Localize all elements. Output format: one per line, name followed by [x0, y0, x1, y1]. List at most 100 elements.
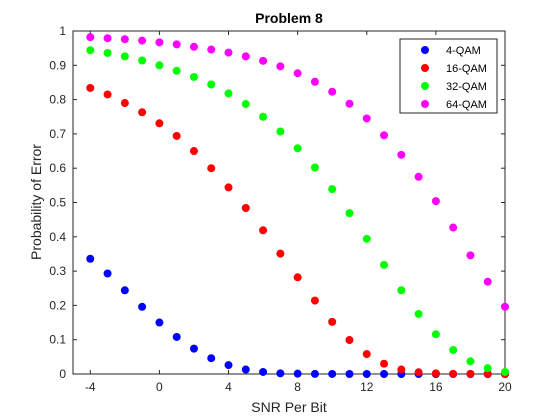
legend-marker	[421, 100, 429, 108]
data-point-16-qam	[310, 296, 319, 305]
data-point-64-qam	[345, 99, 354, 108]
x-tick-label: 0	[156, 380, 163, 394]
data-point-64-qam	[189, 42, 198, 51]
legend-marker	[421, 46, 429, 54]
data-point-16-qam	[155, 119, 164, 128]
legend-label: 4-QAM	[446, 45, 481, 57]
data-point-32-qam	[449, 345, 458, 354]
legend-label: 64-QAM	[446, 99, 487, 111]
data-point-64-qam	[431, 197, 440, 206]
data-point-64-qam	[241, 52, 250, 61]
data-point-32-qam	[293, 144, 302, 153]
data-point-64-qam	[224, 48, 233, 57]
data-point-32-qam	[276, 127, 285, 136]
data-point-16-qam	[449, 369, 458, 378]
y-tick-label: 0.3	[49, 264, 66, 278]
x-tick-label: -4	[85, 380, 96, 394]
data-point-32-qam	[483, 364, 492, 373]
data-point-16-qam	[241, 203, 250, 212]
y-tick-label: 0.7	[49, 127, 66, 141]
data-point-32-qam	[138, 56, 147, 65]
data-point-64-qam	[397, 150, 406, 159]
data-point-16-qam	[483, 370, 492, 378]
data-point-64-qam	[103, 34, 112, 43]
data-point-32-qam	[259, 112, 268, 121]
data-point-16-qam	[414, 368, 423, 377]
data-point-64-qam	[414, 172, 423, 181]
legend-box	[399, 38, 498, 114]
axes: -4 0 4 8 12 16 20 0 0.1 0.2 0.3 0.4 0.5 0.6 0.7 0.8 0.9 1	[49, 24, 512, 394]
data-point-16-qam	[189, 147, 198, 156]
data-point-64-qam	[259, 56, 268, 65]
x-tick-label: 16	[429, 380, 443, 394]
data-point-16-qam	[172, 131, 181, 140]
data-point-32-qam	[466, 357, 475, 366]
data-point-16-qam	[362, 350, 371, 359]
data-point-4-qam	[86, 254, 95, 263]
data-point-16-qam	[276, 249, 285, 258]
data-point-64-qam	[207, 45, 216, 54]
y-tick-label: 0.9	[49, 58, 66, 72]
y-tick-label: 0.1	[49, 333, 66, 347]
data-point-32-qam	[172, 66, 181, 75]
data-point-32-qam	[397, 286, 406, 295]
data-point-4-qam	[259, 367, 268, 376]
data-point-4-qam	[103, 269, 112, 278]
data-point-64-qam	[310, 77, 319, 86]
data-point-4-qam	[241, 365, 250, 374]
x-tick-label: 4	[225, 380, 232, 394]
data-point-64-qam	[120, 35, 129, 44]
data-point-64-qam	[276, 62, 285, 71]
data-point-16-qam	[86, 83, 95, 92]
chart-title: Problem 8	[255, 10, 323, 26]
y-tick-label: 0	[59, 367, 66, 381]
data-point-16-qam	[380, 359, 389, 368]
data-point-4-qam	[345, 370, 354, 378]
data-point-4-qam	[138, 302, 147, 311]
y-axis-label: Probability of Error	[28, 144, 44, 260]
y-tick-label: 0.2	[49, 298, 66, 312]
data-point-64-qam	[293, 69, 302, 78]
data-point-32-qam	[86, 46, 95, 55]
data-point-32-qam	[414, 309, 423, 318]
data-point-4-qam	[310, 369, 319, 378]
data-point-32-qam	[103, 48, 112, 57]
data-point-16-qam	[103, 90, 112, 99]
data-point-64-qam	[380, 131, 389, 140]
data-point-32-qam	[431, 330, 440, 339]
x-tick-label: 8	[294, 380, 301, 394]
data-point-4-qam	[189, 344, 198, 353]
data-point-64-qam	[483, 277, 492, 286]
data-point-16-qam	[397, 365, 406, 374]
series-64-qam	[86, 33, 509, 311]
data-point-64-qam	[362, 114, 371, 123]
data-point-64-qam	[172, 40, 181, 49]
data-point-32-qam	[155, 61, 164, 70]
data-point-16-qam	[328, 317, 337, 326]
data-point-32-qam	[501, 367, 509, 376]
data-point-32-qam	[241, 100, 250, 109]
y-tick-label: 1	[59, 24, 66, 38]
data-point-64-qam	[501, 302, 509, 311]
data-point-32-qam	[189, 72, 198, 81]
x-tick-label: 12	[360, 380, 374, 394]
data-point-64-qam	[328, 87, 337, 96]
data-point-32-qam	[345, 209, 354, 218]
data-point-4-qam	[380, 370, 389, 378]
data-point-16-qam	[224, 183, 233, 192]
data-point-4-qam	[155, 318, 164, 327]
data-point-4-qam	[120, 286, 129, 295]
data-point-64-qam	[449, 223, 458, 232]
data-point-4-qam	[224, 361, 233, 370]
legend-label: 16-QAM	[446, 63, 487, 75]
series-16-qam	[86, 83, 509, 378]
data-point-4-qam	[362, 370, 371, 378]
data-point-32-qam	[380, 260, 389, 269]
data-point-32-qam	[120, 52, 129, 61]
data-points	[86, 33, 509, 378]
data-point-4-qam	[293, 369, 302, 378]
data-point-4-qam	[328, 369, 337, 378]
data-point-64-qam	[86, 33, 95, 42]
legend-marker	[421, 64, 429, 72]
